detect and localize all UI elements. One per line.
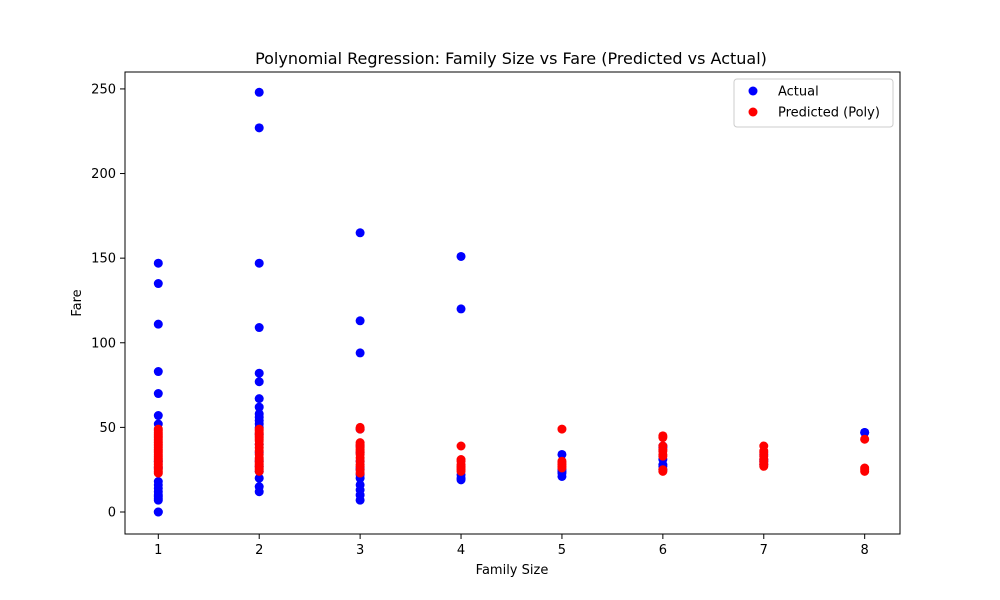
y-axis: 0 50 100 150 200 250 xyxy=(91,82,125,521)
x-axis-label: Family Size xyxy=(476,563,549,578)
data-point xyxy=(355,316,365,326)
data-point xyxy=(153,424,163,434)
data-point xyxy=(658,441,668,451)
series-predicted xyxy=(153,422,870,478)
data-point xyxy=(254,473,264,483)
data-point xyxy=(557,456,567,466)
data-point xyxy=(557,424,567,434)
x-tick-label: 6 xyxy=(659,543,667,558)
legend: Actual Predicted (Poly) xyxy=(733,78,894,128)
x-tick-label: 7 xyxy=(760,543,768,558)
data-point xyxy=(456,441,466,451)
data-point xyxy=(254,394,264,404)
data-point xyxy=(456,251,466,261)
data-point xyxy=(153,411,163,421)
data-point xyxy=(254,402,264,412)
data-point xyxy=(254,368,264,378)
legend-marker xyxy=(748,86,758,96)
x-tick-label: 3 xyxy=(356,543,364,558)
data-point xyxy=(254,409,264,419)
y-tick-label: 150 xyxy=(91,252,116,267)
legend-label: Actual xyxy=(778,85,819,100)
data-point xyxy=(355,348,365,358)
data-point xyxy=(153,507,163,517)
data-point xyxy=(658,431,668,441)
data-point xyxy=(355,480,365,490)
data-point xyxy=(153,258,163,268)
legend-label: Predicted (Poly) xyxy=(778,106,880,121)
data-point xyxy=(254,87,264,97)
data-point xyxy=(355,228,365,238)
plot-area xyxy=(153,87,870,517)
plot-frame xyxy=(124,71,901,535)
legend-box xyxy=(733,78,894,128)
x-tick-label: 4 xyxy=(457,543,465,558)
data-point xyxy=(355,438,365,448)
data-point xyxy=(254,377,264,387)
data-point xyxy=(860,434,870,444)
data-point xyxy=(153,389,163,399)
data-point xyxy=(456,455,466,465)
data-point xyxy=(860,427,870,437)
y-axis-label: Fare xyxy=(70,289,85,316)
y-tick-label: 200 xyxy=(91,167,116,182)
data-point xyxy=(355,422,365,432)
y-tick-label: 50 xyxy=(99,421,116,436)
data-point xyxy=(254,258,264,268)
x-tick-label: 2 xyxy=(255,543,263,558)
x-axis: 1 2 3 4 5 6 7 8 xyxy=(154,534,869,558)
x-tick-label: 5 xyxy=(558,543,566,558)
data-point xyxy=(860,463,870,473)
data-point xyxy=(658,465,668,475)
data-point xyxy=(254,123,264,133)
x-tick-label: 1 xyxy=(154,543,162,558)
chart-title: Polynomial Regression: Family Size vs Fa… xyxy=(255,49,767,68)
data-point xyxy=(254,482,264,492)
data-point xyxy=(456,304,466,314)
data-point xyxy=(153,319,163,329)
data-point xyxy=(759,441,769,451)
legend-marker xyxy=(748,107,758,117)
data-point xyxy=(254,424,264,434)
data-point xyxy=(153,477,163,487)
data-point xyxy=(254,323,264,333)
y-tick-label: 0 xyxy=(108,506,116,521)
data-point xyxy=(153,367,163,377)
x-tick-label: 8 xyxy=(861,543,869,558)
data-point xyxy=(153,279,163,289)
y-tick-label: 250 xyxy=(91,82,116,97)
y-tick-label: 100 xyxy=(91,336,116,351)
data-point xyxy=(557,449,567,459)
